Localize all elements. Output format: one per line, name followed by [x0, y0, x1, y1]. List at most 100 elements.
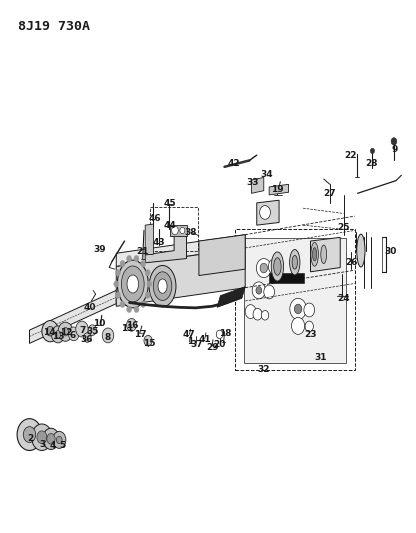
Text: 33: 33	[246, 178, 259, 187]
Ellipse shape	[149, 265, 176, 307]
Circle shape	[114, 281, 119, 287]
Text: 4: 4	[50, 441, 56, 450]
Text: 20: 20	[213, 341, 226, 350]
Text: 27: 27	[323, 189, 335, 198]
Text: 45: 45	[163, 199, 176, 208]
Polygon shape	[217, 287, 245, 308]
Circle shape	[253, 309, 262, 320]
Ellipse shape	[290, 249, 300, 275]
Circle shape	[261, 311, 269, 320]
Text: 9: 9	[391, 146, 398, 155]
Circle shape	[304, 303, 314, 317]
Circle shape	[120, 301, 125, 308]
Circle shape	[145, 270, 150, 276]
Text: 21: 21	[136, 247, 149, 256]
Circle shape	[256, 259, 271, 278]
Circle shape	[370, 148, 374, 154]
Circle shape	[68, 327, 79, 341]
Text: 30: 30	[384, 247, 397, 256]
Circle shape	[17, 419, 42, 450]
Circle shape	[256, 287, 262, 294]
Circle shape	[144, 335, 152, 346]
Text: 12: 12	[60, 328, 72, 337]
Circle shape	[55, 330, 61, 338]
Circle shape	[102, 328, 114, 343]
Circle shape	[62, 327, 69, 336]
Text: 1: 1	[187, 337, 193, 346]
Text: 47: 47	[183, 330, 196, 339]
Text: 41: 41	[198, 335, 211, 344]
Text: 16: 16	[126, 321, 138, 330]
Circle shape	[145, 292, 150, 298]
Ellipse shape	[311, 243, 318, 266]
Ellipse shape	[153, 272, 172, 301]
Circle shape	[52, 326, 64, 343]
Circle shape	[260, 263, 267, 273]
Circle shape	[295, 304, 302, 314]
Circle shape	[290, 298, 306, 319]
Text: 46: 46	[149, 214, 161, 223]
Text: 3: 3	[40, 440, 46, 449]
Text: 14: 14	[43, 328, 56, 337]
Text: 25: 25	[337, 223, 350, 232]
Circle shape	[115, 292, 120, 298]
Circle shape	[23, 426, 36, 442]
Circle shape	[216, 330, 223, 338]
Circle shape	[42, 320, 58, 342]
Text: 37: 37	[190, 340, 203, 349]
Bar	[150, 207, 198, 251]
Polygon shape	[251, 177, 264, 193]
Circle shape	[141, 261, 146, 267]
Circle shape	[58, 322, 73, 341]
Text: 43: 43	[153, 238, 166, 247]
Polygon shape	[170, 225, 186, 236]
Circle shape	[53, 431, 66, 448]
Circle shape	[134, 306, 139, 312]
Text: 10: 10	[93, 319, 106, 328]
Text: 8J19 730A: 8J19 730A	[18, 20, 90, 33]
Text: 6: 6	[70, 331, 76, 340]
Text: 8: 8	[105, 333, 111, 342]
Text: 36: 36	[80, 335, 93, 344]
Circle shape	[126, 255, 131, 262]
Polygon shape	[269, 184, 289, 195]
Text: 19: 19	[271, 185, 284, 194]
Ellipse shape	[117, 260, 148, 308]
Circle shape	[305, 321, 313, 332]
Circle shape	[126, 306, 131, 312]
Text: 22: 22	[344, 151, 357, 160]
Text: 39: 39	[94, 245, 106, 254]
Polygon shape	[310, 237, 340, 272]
Text: 18: 18	[219, 329, 232, 338]
Ellipse shape	[292, 255, 297, 269]
Text: 17: 17	[134, 330, 147, 339]
Text: 35: 35	[87, 327, 99, 336]
Polygon shape	[199, 235, 245, 276]
Text: 26: 26	[346, 259, 358, 267]
Circle shape	[56, 436, 62, 443]
Circle shape	[43, 428, 59, 449]
Polygon shape	[30, 290, 116, 343]
Circle shape	[120, 261, 125, 267]
Ellipse shape	[127, 275, 139, 293]
Text: 38: 38	[184, 228, 197, 237]
Ellipse shape	[312, 248, 317, 261]
Circle shape	[268, 259, 280, 274]
Ellipse shape	[271, 252, 284, 281]
Ellipse shape	[274, 258, 281, 275]
Circle shape	[147, 281, 152, 287]
Circle shape	[32, 424, 52, 450]
Text: 7: 7	[79, 326, 86, 335]
Bar	[269, 273, 304, 284]
Circle shape	[76, 321, 88, 337]
Circle shape	[47, 433, 55, 444]
Text: 31: 31	[314, 353, 327, 362]
Bar	[235, 229, 355, 370]
Text: 5: 5	[59, 441, 66, 450]
Ellipse shape	[321, 245, 327, 264]
Text: 42: 42	[227, 159, 240, 167]
Text: 32: 32	[258, 366, 270, 374]
Circle shape	[391, 138, 397, 145]
Ellipse shape	[357, 234, 365, 267]
Circle shape	[252, 282, 265, 299]
